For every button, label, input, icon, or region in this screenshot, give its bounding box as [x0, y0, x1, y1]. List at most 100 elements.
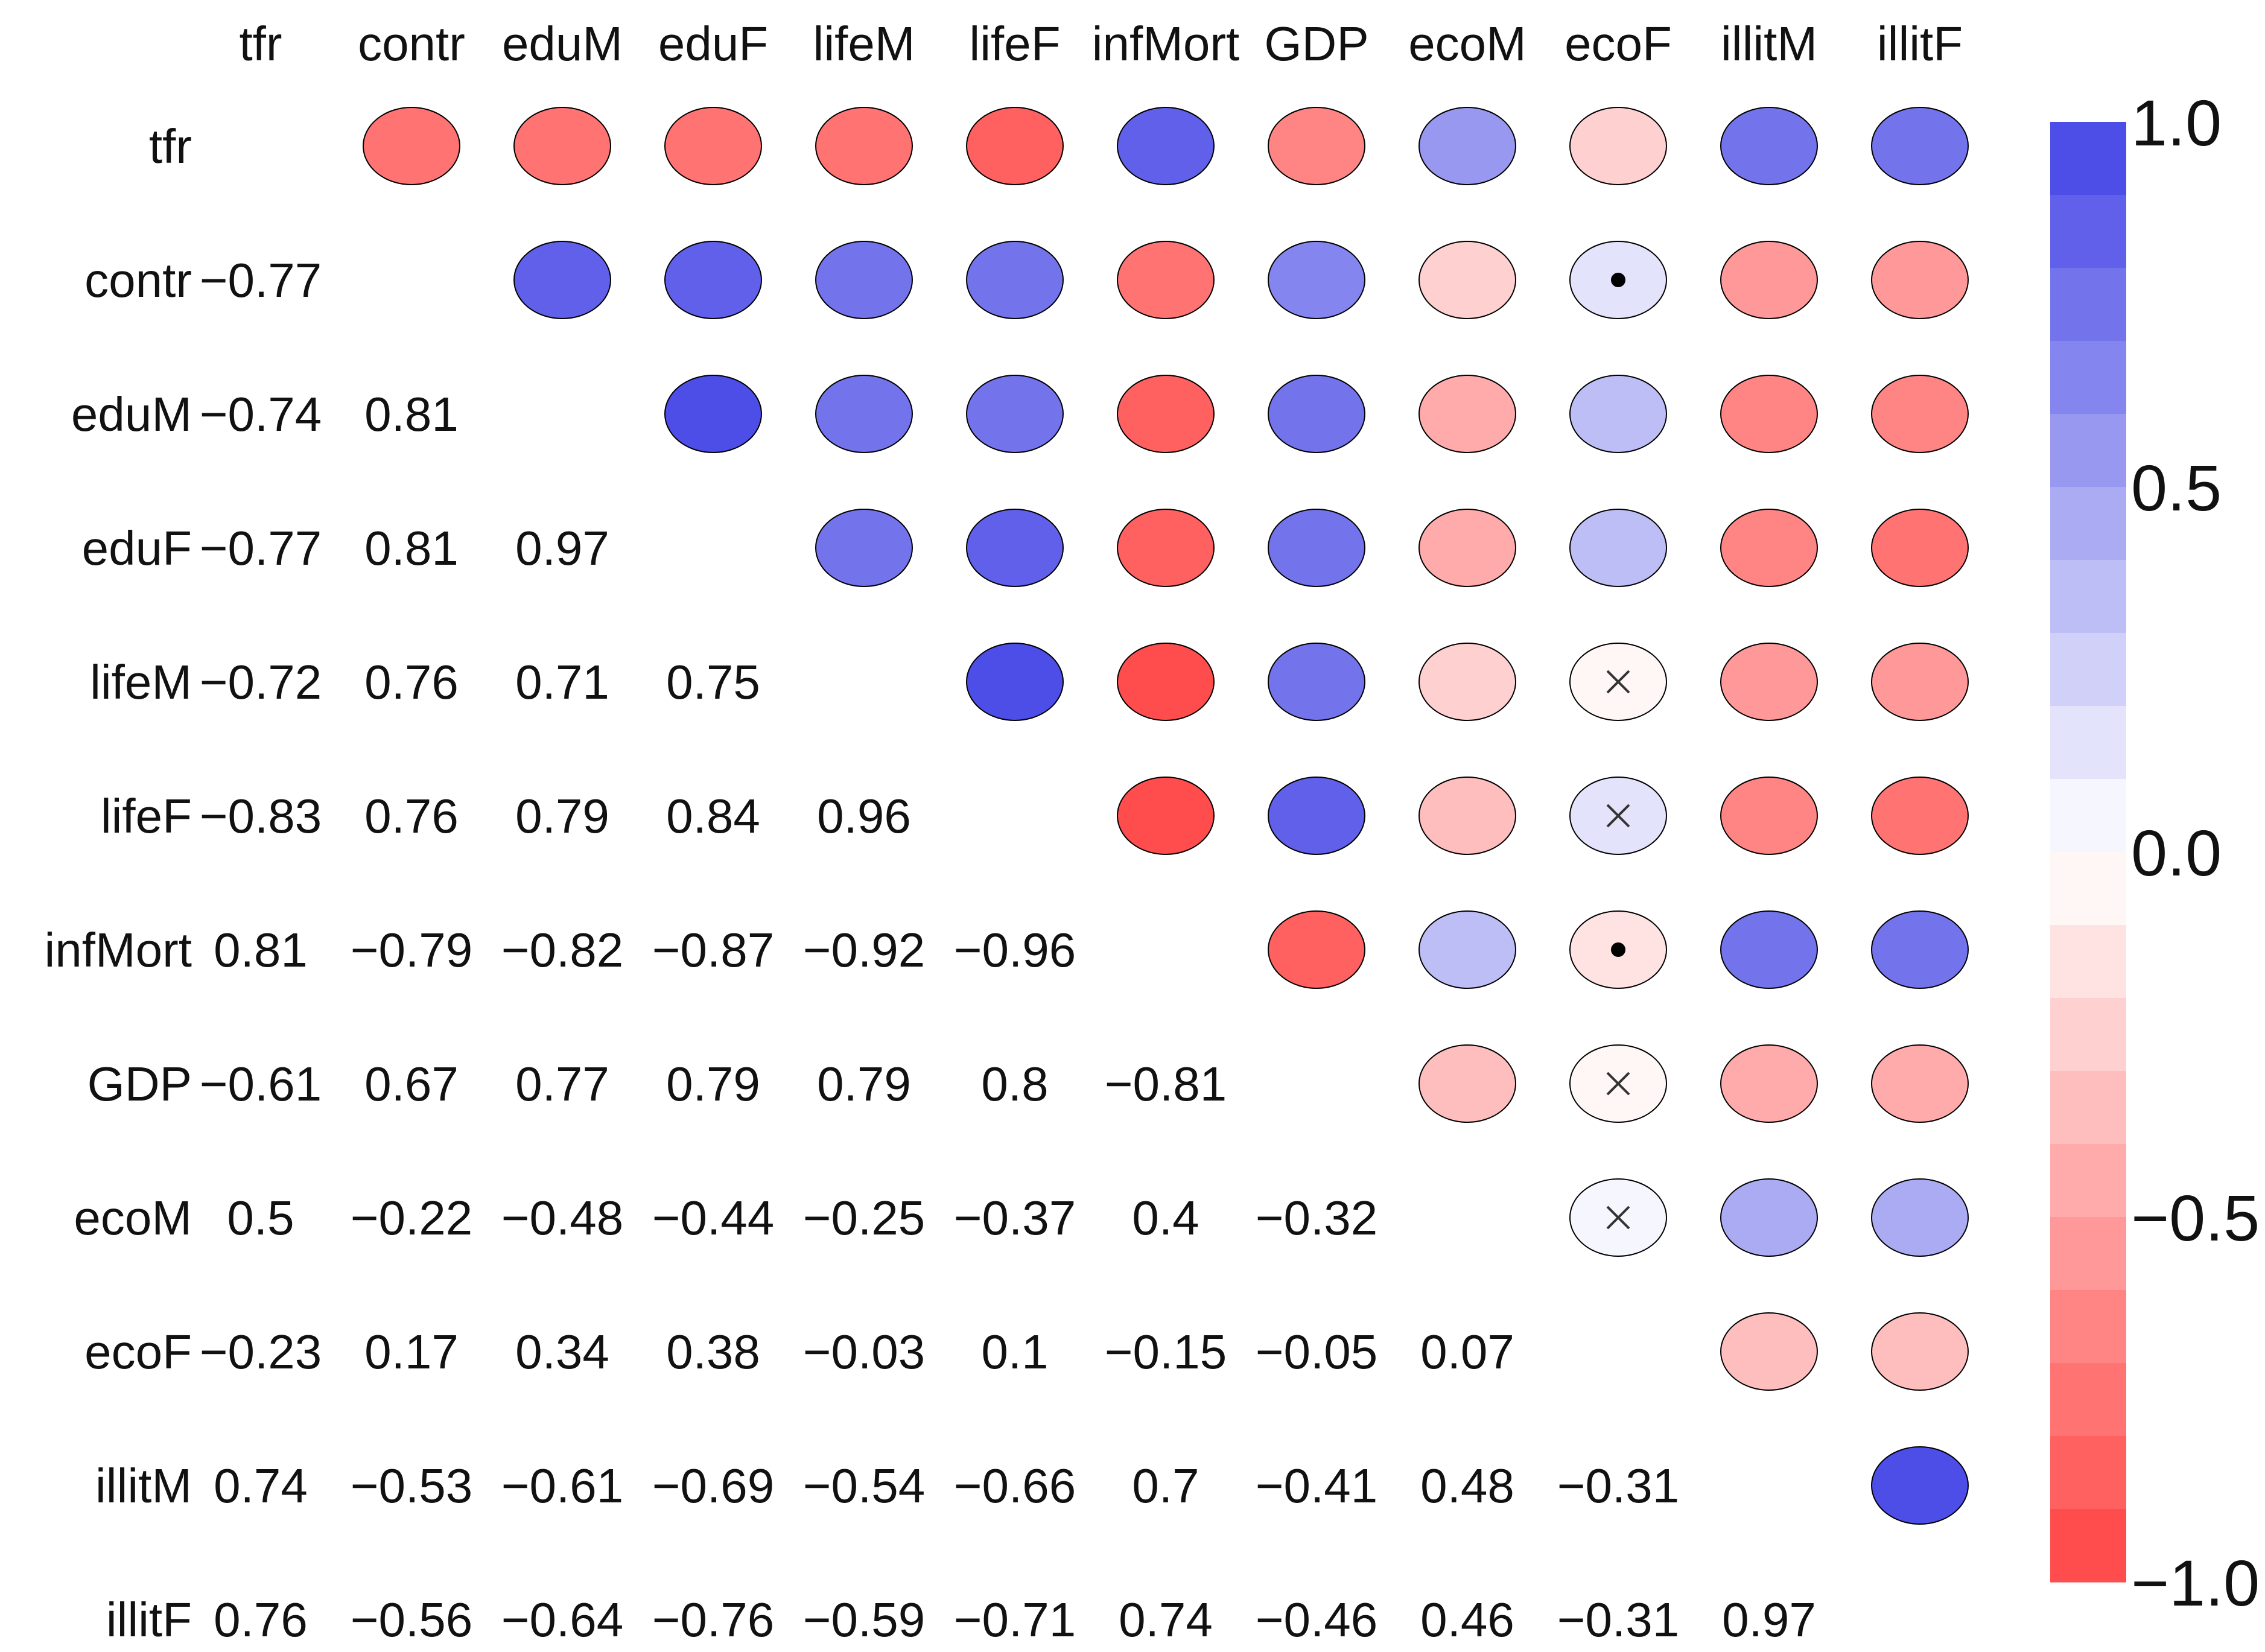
- row-label-infmort: infMort: [45, 923, 192, 977]
- ellipse-eduf-ecof: [1569, 509, 1667, 587]
- row-label-contr: contr: [84, 253, 192, 307]
- coefficient-gdp-eduf: 0.79: [666, 1057, 760, 1111]
- ellipse-ecom-illitf: [1871, 1178, 1969, 1257]
- column-label-illitm: illitM: [1721, 17, 1817, 71]
- colorbar-segment: [2050, 925, 2126, 999]
- ellipse-eduf-infmort: [1117, 509, 1215, 587]
- coefficient-ecom-edum: −0.48: [501, 1191, 623, 1245]
- row-label-illitf: illitF: [106, 1593, 192, 1647]
- column-label-lifem: lifeM: [813, 17, 915, 71]
- row-label-edum: eduM: [71, 387, 192, 441]
- coefficient-eduf-edum: 0.97: [515, 521, 609, 575]
- coefficient-illitm-ecom: 0.48: [1420, 1459, 1514, 1513]
- coefficient-edum-contr: 0.81: [364, 387, 459, 441]
- ellipse-lifem-gdp: [1268, 643, 1365, 721]
- coefficient-illitf-infmort: 0.74: [1119, 1593, 1213, 1647]
- ellipse-infmort-ecom: [1418, 910, 1516, 989]
- coefficient-lifef-edum: 0.79: [515, 789, 609, 843]
- ellipse-edum-infmort: [1117, 375, 1215, 453]
- coefficient-ecof-edum: 0.34: [515, 1325, 609, 1379]
- coefficient-ecof-tfr: −0.23: [200, 1325, 322, 1379]
- coefficient-illitm-contr: −0.53: [351, 1459, 472, 1513]
- colorbar-segment: [2050, 633, 2126, 707]
- ellipse-tfr-infmort: [1117, 107, 1215, 185]
- ellipse-tfr-gdp: [1268, 107, 1365, 185]
- column-label-ecom: ecoM: [1408, 17, 1526, 71]
- column-label-ecof: ecoF: [1565, 17, 1672, 71]
- coefficient-ecof-lifef: 0.1: [981, 1325, 1048, 1379]
- colorbar-tick-0: 1.0: [2131, 86, 2222, 159]
- ellipse-edum-eduf: [664, 375, 762, 453]
- ellipse-lifem-illitm: [1720, 643, 1818, 721]
- coefficient-ecof-eduf: 0.38: [666, 1325, 760, 1379]
- coefficient-infmort-contr: −0.79: [351, 923, 472, 977]
- significance-markers: [1606, 273, 1630, 1230]
- coefficient-infmort-edum: −0.82: [501, 923, 623, 977]
- coefficient-ecof-gdp: −0.05: [1256, 1325, 1377, 1379]
- ellipse-contr-infmort: [1117, 241, 1215, 319]
- coefficient-infmort-lifem: −0.92: [803, 923, 925, 977]
- ellipse-lifem-ecom: [1418, 643, 1516, 721]
- marker-dot-infmort-ecof: [1611, 942, 1625, 957]
- ellipse-eduf-illitf: [1871, 509, 1969, 587]
- coefficient-illitm-lifef: −0.66: [954, 1459, 1076, 1513]
- colorbar-tick-4: −1.0: [2131, 1546, 2260, 1619]
- ellipse-edum-illitm: [1720, 375, 1818, 453]
- coefficient-illitf-gdp: −0.46: [1256, 1593, 1377, 1647]
- colorbar-segment: [2050, 1363, 2126, 1437]
- colorbar-tick-1: 0.5: [2131, 451, 2222, 524]
- ellipse-ecom-illitm: [1720, 1178, 1818, 1257]
- ellipse-lifef-gdp: [1268, 777, 1365, 855]
- coefficient-illitf-lifem: −0.59: [803, 1593, 925, 1647]
- coefficient-lifem-eduf: 0.75: [666, 655, 760, 709]
- colorbar-segment: [2050, 706, 2126, 780]
- ellipse-infmort-illitm: [1720, 910, 1818, 989]
- ellipse-glyphs: [363, 107, 1969, 1525]
- column-labels: tfr contr eduM eduF lifeM lifeF infMort GDP ecoM…: [239, 17, 1963, 71]
- coefficient-labels: −0.77 −0.74 0.81 −0.77 0.81 0.97 −0.72 0.76 0.71…: [200, 253, 1816, 1647]
- ellipse-infmort-gdp: [1268, 910, 1365, 989]
- ellipse-infmort-illitf: [1871, 910, 1969, 989]
- row-label-illitm: illitM: [95, 1459, 192, 1513]
- coefficient-eduf-tfr: −0.77: [200, 521, 322, 575]
- colorbar-segment: [2050, 560, 2126, 634]
- ellipse-illitm-illitf: [1871, 1446, 1969, 1525]
- row-label-ecof: ecoF: [84, 1325, 192, 1379]
- coefficient-illitf-tfr: 0.76: [214, 1593, 308, 1647]
- colorbar-segment: [2050, 1071, 2126, 1145]
- coefficient-ecom-lifef: −0.37: [954, 1191, 1076, 1245]
- ellipse-edum-lifem: [815, 375, 913, 453]
- coefficient-illitf-eduf: −0.76: [652, 1593, 774, 1647]
- ellipse-eduf-ecom: [1418, 509, 1516, 587]
- coefficient-illitf-edum: −0.64: [501, 1593, 623, 1647]
- coefficient-ecof-contr: 0.17: [364, 1325, 459, 1379]
- ellipse-eduf-gdp: [1268, 509, 1365, 587]
- marker-cross-lifem-ecof: [1606, 670, 1630, 694]
- coefficient-infmort-tfr: 0.81: [214, 923, 308, 977]
- coefficient-illitm-lifem: −0.54: [803, 1459, 925, 1513]
- colorbar-segment: [2050, 268, 2126, 342]
- coefficient-illitf-illitm: 0.97: [1722, 1593, 1816, 1647]
- column-label-gdp: GDP: [1264, 17, 1368, 71]
- ellipse-lifem-lifef: [966, 643, 1064, 721]
- coefficient-ecom-infmort: 0.4: [1132, 1191, 1199, 1245]
- marker-cross-ecom-ecof: [1606, 1206, 1630, 1230]
- column-label-infmort: infMort: [1092, 17, 1240, 71]
- colorbar-segment: [2050, 487, 2126, 561]
- ellipse-contr-illitm: [1720, 241, 1818, 319]
- row-labels: tfr contr eduM eduF lifeM lifeF infMort GDP ecoM…: [45, 119, 192, 1647]
- coefficient-illitf-ecof: −0.31: [1557, 1593, 1679, 1647]
- coefficient-illitf-lifef: −0.71: [954, 1593, 1076, 1647]
- ellipse-edum-lifef: [966, 375, 1064, 453]
- column-label-lifef: lifeF: [969, 17, 1060, 71]
- coefficient-contr-tfr: −0.77: [200, 253, 322, 307]
- row-label-ecom: ecoM: [74, 1191, 192, 1245]
- ellipse-eduf-lifem: [815, 509, 913, 587]
- coefficient-lifef-contr: 0.76: [364, 789, 459, 843]
- column-label-tfr: tfr: [239, 17, 282, 71]
- ellipse-contr-ecom: [1418, 241, 1516, 319]
- row-label-gdp: GDP: [87, 1057, 192, 1111]
- coefficient-ecom-tfr: 0.5: [227, 1191, 294, 1245]
- ellipse-contr-lifef: [966, 241, 1064, 319]
- ellipse-edum-illitf: [1871, 375, 1969, 453]
